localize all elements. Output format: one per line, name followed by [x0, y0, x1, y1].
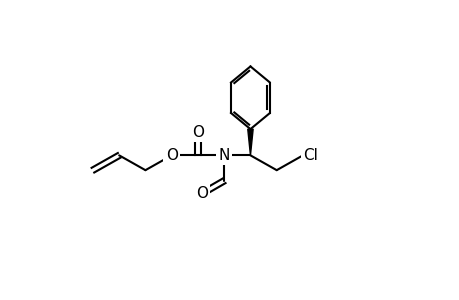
Text: O: O — [165, 148, 177, 163]
Text: N: N — [218, 148, 230, 163]
Polygon shape — [247, 129, 252, 155]
Text: Cl: Cl — [302, 148, 317, 163]
Text: O: O — [191, 124, 203, 140]
Text: O: O — [196, 186, 208, 201]
